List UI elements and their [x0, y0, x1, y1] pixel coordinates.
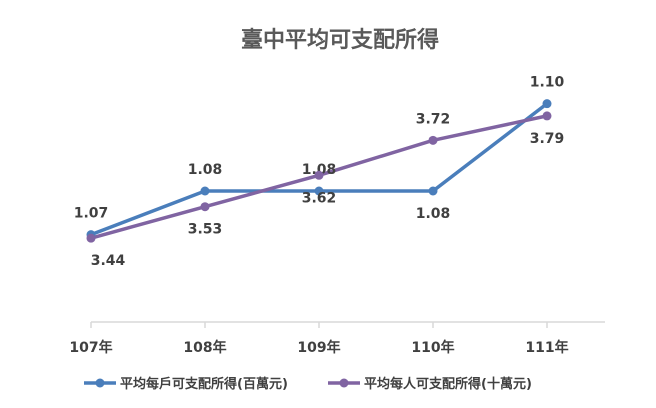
data-point [314, 186, 324, 196]
data-point [428, 135, 438, 145]
data-point [200, 202, 210, 212]
legend-marker [95, 378, 105, 388]
x-tick-label: 110年 [411, 339, 454, 356]
x-tick-label: 107年 [69, 339, 112, 356]
x-tick-label: 109年 [297, 339, 340, 356]
data-label: 1.08 [302, 162, 337, 178]
data-point [86, 233, 96, 243]
legend-marker [339, 378, 349, 388]
data-label: 1.10 [530, 75, 565, 91]
data-point [542, 99, 552, 109]
data-label: 3.72 [416, 111, 451, 127]
data-label: 1.08 [416, 206, 451, 222]
x-tick-label: 108年 [183, 339, 226, 356]
data-point [542, 111, 552, 121]
data-point [200, 186, 210, 196]
data-label: 3.62 [302, 190, 337, 206]
data-point [428, 186, 438, 196]
data-label: 3.53 [188, 222, 223, 238]
legend-label: 平均每戶可支配所得(百萬元) [120, 376, 288, 392]
data-label: 3.79 [530, 131, 565, 147]
legend: 平均每戶可支配所得(百萬元) 平均每人可支配所得(十萬元) [84, 376, 532, 392]
data-label: 1.07 [74, 206, 109, 222]
legend-label: 平均每人可支配所得(十萬元) [364, 376, 532, 392]
data-label: 3.44 [91, 253, 126, 269]
chart-title: 臺中平均可支配所得 [241, 27, 439, 53]
x-tick-label: 111年 [525, 339, 568, 356]
data-label: 1.08 [188, 162, 223, 178]
data-point [314, 170, 324, 180]
